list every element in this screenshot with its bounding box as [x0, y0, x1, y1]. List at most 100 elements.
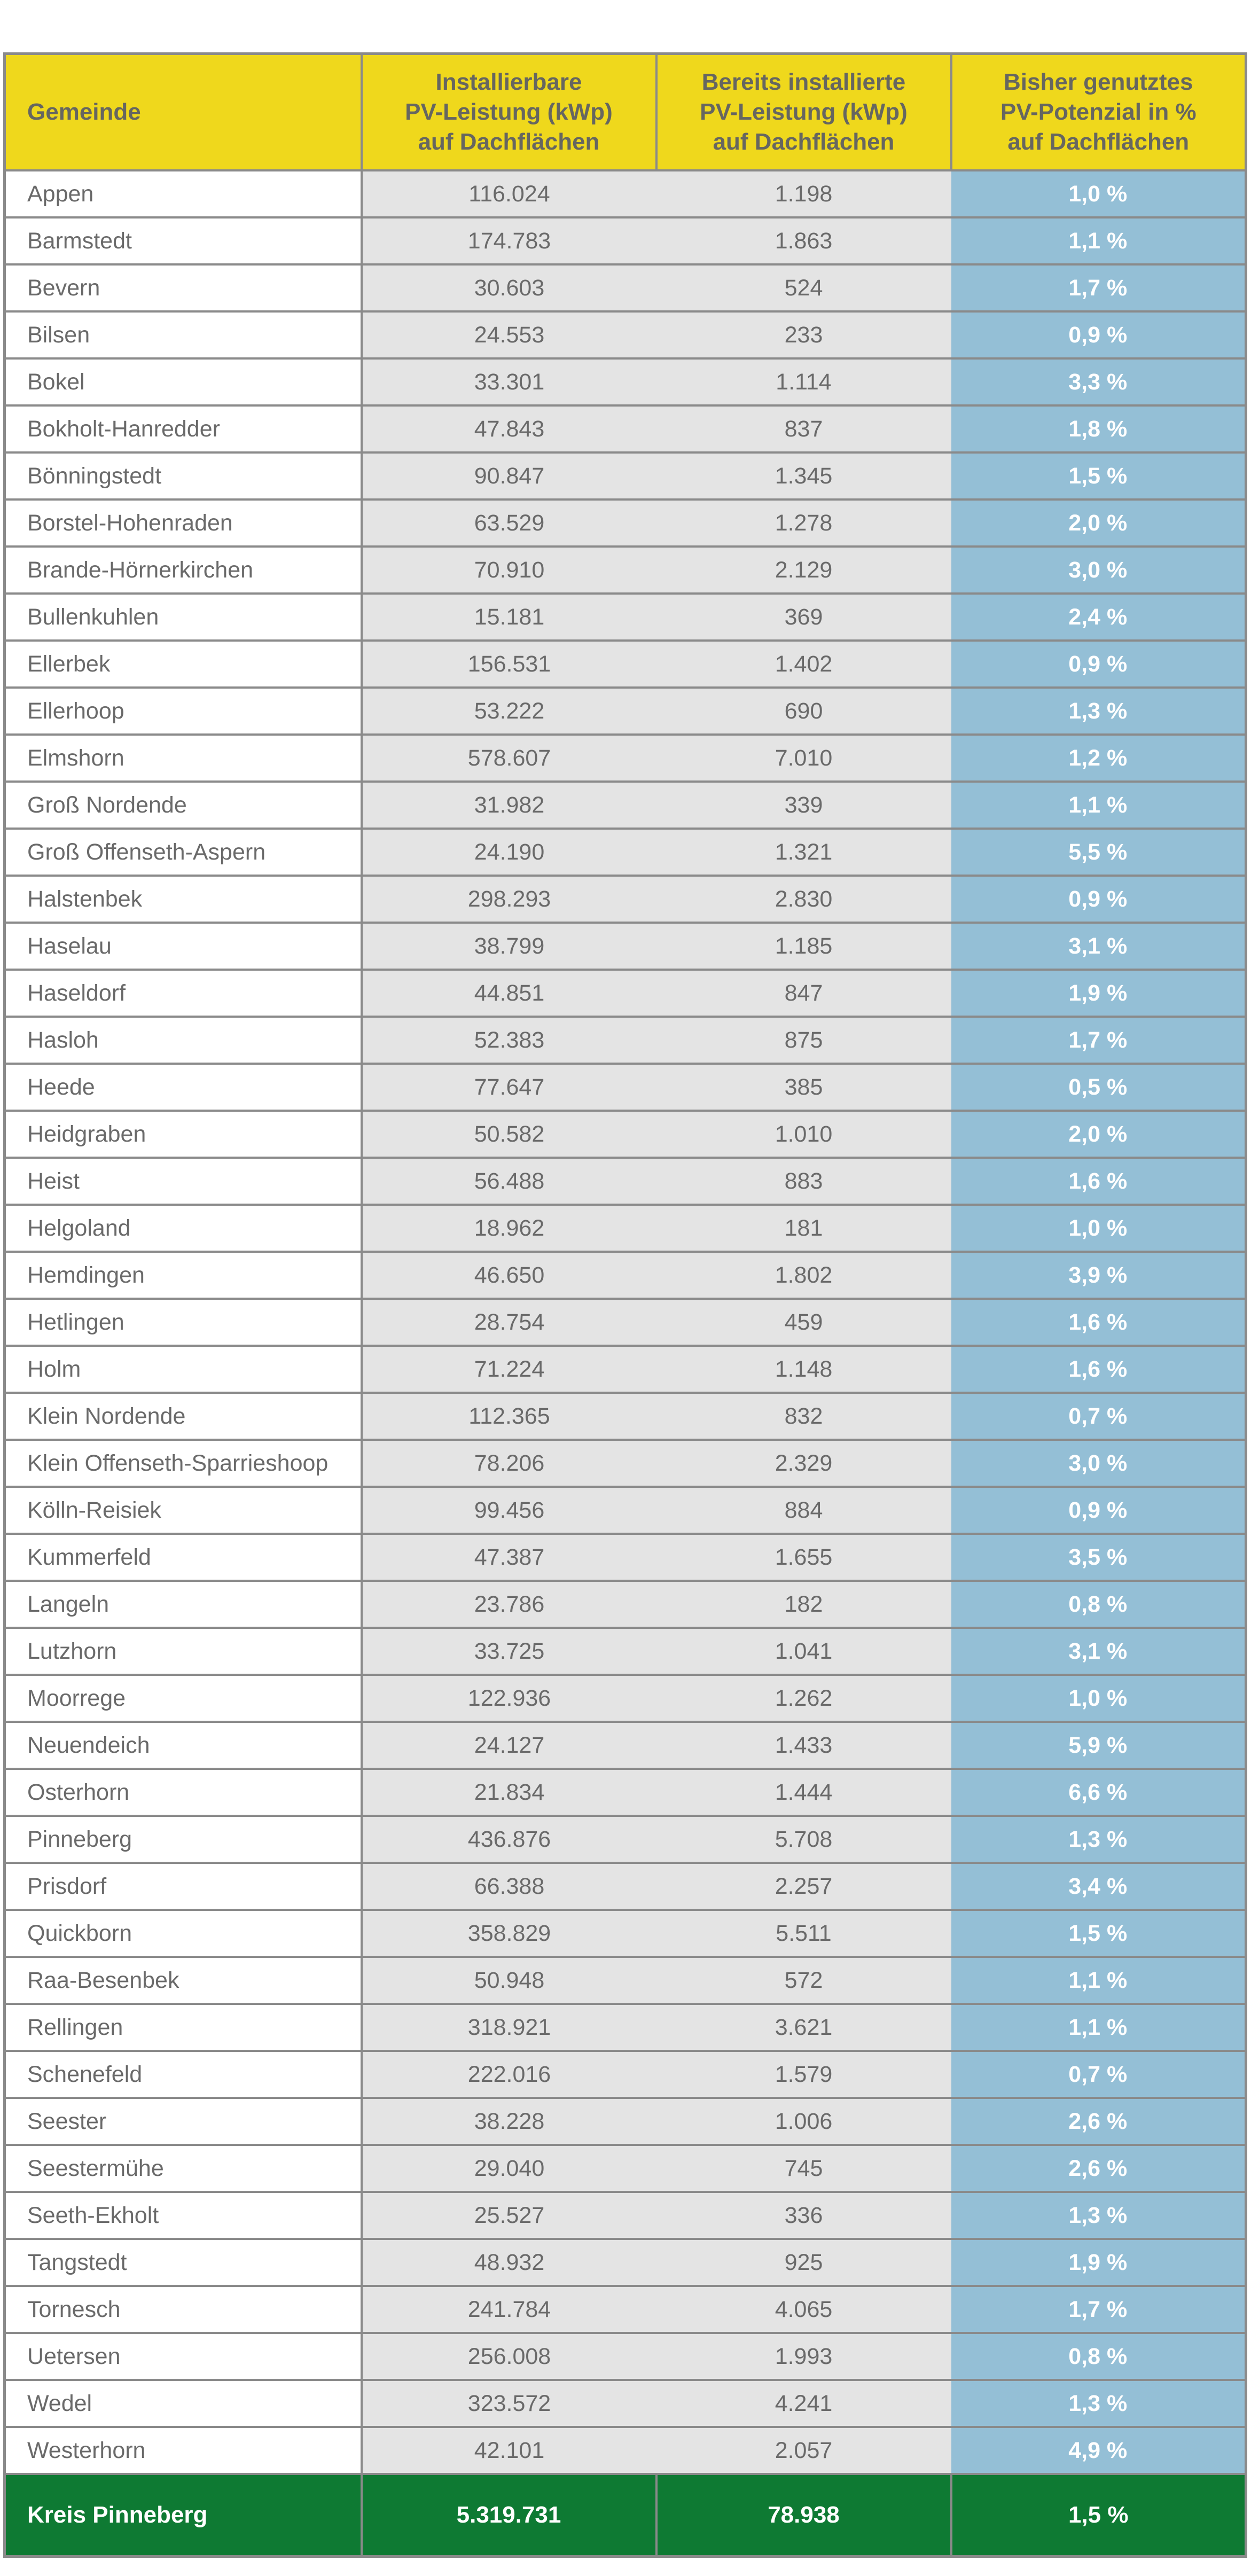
installed-capacity-cell: 1.655 [656, 1533, 951, 1582]
table-row: Haselau 38.799 1.185 3,1 % [4, 922, 1246, 971]
installed-capacity-cell: 2.057 [656, 2426, 951, 2475]
table-row: Seester 38.228 1.006 2,6 % [4, 2097, 1246, 2146]
installable-capacity-cell: 28.754 [361, 1298, 656, 1347]
table-row: Hasloh 52.383 875 1,7 % [4, 1016, 1246, 1065]
installed-capacity-cell: 5.511 [656, 1909, 951, 1958]
table-row: Osterhorn 21.834 1.444 6,6 % [4, 1768, 1246, 1817]
table-row: Bokholt-Hanredder 47.843 837 1,8 % [4, 404, 1246, 454]
gemeinde-cell: Klein Offenseth-Sparrieshoop [4, 1439, 363, 1488]
gemeinde-cell: Kölln-Reisiek [4, 1486, 363, 1535]
used-potential-cell: 2,6 % [951, 2144, 1246, 2193]
used-potential-cell: 6,6 % [951, 1768, 1246, 1817]
gemeinde-cell: Langeln [4, 1580, 363, 1629]
used-potential-cell: 5,5 % [951, 828, 1246, 877]
used-potential-cell: 1,5 % [951, 451, 1246, 501]
table-body: Appen 116.024 1.198 1,0 % Barmstedt 174.783 1.… [4, 169, 1246, 2475]
table-row: Kölln-Reisiek 99.456 884 0,9 % [4, 1486, 1246, 1535]
table-row: Hemdingen 46.650 1.802 3,9 % [4, 1251, 1246, 1300]
gemeinde-cell: Holm [4, 1345, 363, 1394]
gemeinde-cell: Tangstedt [4, 2238, 363, 2287]
gemeinde-cell: Hemdingen [4, 1251, 363, 1300]
installed-capacity-cell: 459 [656, 1298, 951, 1347]
table-row: Tornesch 241.784 4.065 1,7 % [4, 2285, 1246, 2334]
installable-capacity-cell: 318.921 [361, 2003, 656, 2052]
gemeinde-cell: Bönningstedt [4, 451, 363, 501]
gemeinde-cell: Ellerhoop [4, 686, 363, 736]
installable-capacity-cell: 25.527 [361, 2191, 656, 2240]
installable-capacity-cell: 66.388 [361, 1862, 656, 1911]
table-header: Gemeinde Installierbare PV-Leistung (kWp… [3, 52, 1247, 171]
header-line: Bisher genutztes [1003, 69, 1193, 95]
table-row: Prisdorf 66.388 2.257 3,4 % [4, 1862, 1246, 1911]
used-potential-cell: 2,0 % [951, 1110, 1246, 1159]
gemeinde-cell: Pinneberg [4, 1815, 363, 1864]
installable-capacity-cell: 112.365 [361, 1392, 656, 1441]
installed-capacity-cell: 2.257 [656, 1862, 951, 1911]
used-potential-cell: 1,7 % [951, 2285, 1246, 2334]
gemeinde-cell: Hasloh [4, 1016, 363, 1065]
gemeinde-cell: Neuendeich [4, 1721, 363, 1770]
installable-capacity-cell: 47.387 [361, 1533, 656, 1582]
gemeinde-cell: Lutzhorn [4, 1627, 363, 1676]
installable-capacity-cell: 122.936 [361, 1674, 656, 1723]
header-line: Bereits installierte [701, 69, 906, 95]
installable-capacity-cell: 24.127 [361, 1721, 656, 1770]
installed-capacity-cell: 1.579 [656, 2050, 951, 2099]
used-potential-cell: 1,1 % [951, 216, 1246, 266]
table-row: Halstenbek 298.293 2.830 0,9 % [4, 875, 1246, 924]
used-potential-cell: 1,7 % [951, 263, 1246, 313]
used-potential-cell: 1,8 % [951, 404, 1246, 454]
gemeinde-cell: Bilsen [4, 310, 363, 360]
table-row: Seestermühe 29.040 745 2,6 % [4, 2144, 1246, 2193]
installable-capacity-cell: 50.582 [361, 1110, 656, 1159]
header-line: PV-Leistung (kWp) [405, 99, 613, 125]
used-potential-cell: 1,3 % [951, 2379, 1246, 2428]
installed-capacity-cell: 4.065 [656, 2285, 951, 2334]
gemeinde-cell: Moorrege [4, 1674, 363, 1723]
used-potential-cell: 1,3 % [951, 1815, 1246, 1864]
table-row: Wedel 323.572 4.241 1,3 % [4, 2379, 1246, 2428]
installed-capacity-cell: 1.402 [656, 639, 951, 689]
gemeinde-cell: Elmshorn [4, 733, 363, 783]
gemeinde-cell: Helgoland [4, 1204, 363, 1253]
table-row: Uetersen 256.008 1.993 0,8 % [4, 2332, 1246, 2381]
used-potential-cell: 3,0 % [951, 545, 1246, 595]
gemeinde-cell: Ellerbek [4, 639, 363, 689]
table-row: Tangstedt 48.932 925 1,9 % [4, 2238, 1246, 2287]
installed-capacity-cell: 572 [656, 1956, 951, 2005]
table-row: Brande-Hörnerkirchen 70.910 2.129 3,0 % [4, 545, 1246, 595]
installed-capacity-cell: 1.863 [656, 216, 951, 266]
table-row: Moorrege 122.936 1.262 1,0 % [4, 1674, 1246, 1723]
installed-capacity-cell: 1.006 [656, 2097, 951, 2146]
gemeinde-cell: Kummerfeld [4, 1533, 363, 1582]
installed-capacity-cell: 233 [656, 310, 951, 360]
table-row: Barmstedt 174.783 1.863 1,1 % [4, 216, 1246, 266]
table-row: Heede 77.647 385 0,5 % [4, 1063, 1246, 1112]
installed-capacity-cell: 1.114 [656, 357, 951, 407]
table-row: Bevern 30.603 524 1,7 % [4, 263, 1246, 313]
installable-capacity-cell: 70.910 [361, 545, 656, 595]
used-potential-cell: 1,7 % [951, 1016, 1246, 1065]
table-row: Westerhorn 42.101 2.057 4,9 % [4, 2426, 1246, 2475]
table-row: Helgoland 18.962 181 1,0 % [4, 1204, 1246, 1253]
installable-capacity-cell: 46.650 [361, 1251, 656, 1300]
table-row: Quickborn 358.829 5.511 1,5 % [4, 1909, 1246, 1958]
used-potential-cell: 1,0 % [951, 169, 1246, 218]
gemeinde-cell: Raa-Besenbek [4, 1956, 363, 2005]
installable-capacity-cell: 21.834 [361, 1768, 656, 1817]
installable-capacity-cell: 15.181 [361, 592, 656, 642]
installed-capacity-cell: 181 [656, 1204, 951, 1253]
header-line: Gemeinde [27, 99, 141, 125]
table-row: Holm 71.224 1.148 1,6 % [4, 1345, 1246, 1394]
header-row: Gemeinde Installierbare PV-Leistung (kWp… [3, 52, 1247, 171]
gemeinde-cell: Osterhorn [4, 1768, 363, 1817]
installed-capacity-cell: 847 [656, 969, 951, 1018]
table-row: Bilsen 24.553 233 0,9 % [4, 310, 1246, 360]
installed-capacity-cell: 925 [656, 2238, 951, 2287]
used-potential-cell: 0,8 % [951, 2332, 1246, 2381]
installable-capacity-cell: 77.647 [361, 1063, 656, 1112]
used-potential-cell: 1,1 % [951, 2003, 1246, 2052]
installed-capacity-cell: 883 [656, 1157, 951, 1206]
installable-capacity-cell: 50.948 [361, 1956, 656, 2005]
table-row: Bokel 33.301 1.114 3,3 % [4, 357, 1246, 407]
